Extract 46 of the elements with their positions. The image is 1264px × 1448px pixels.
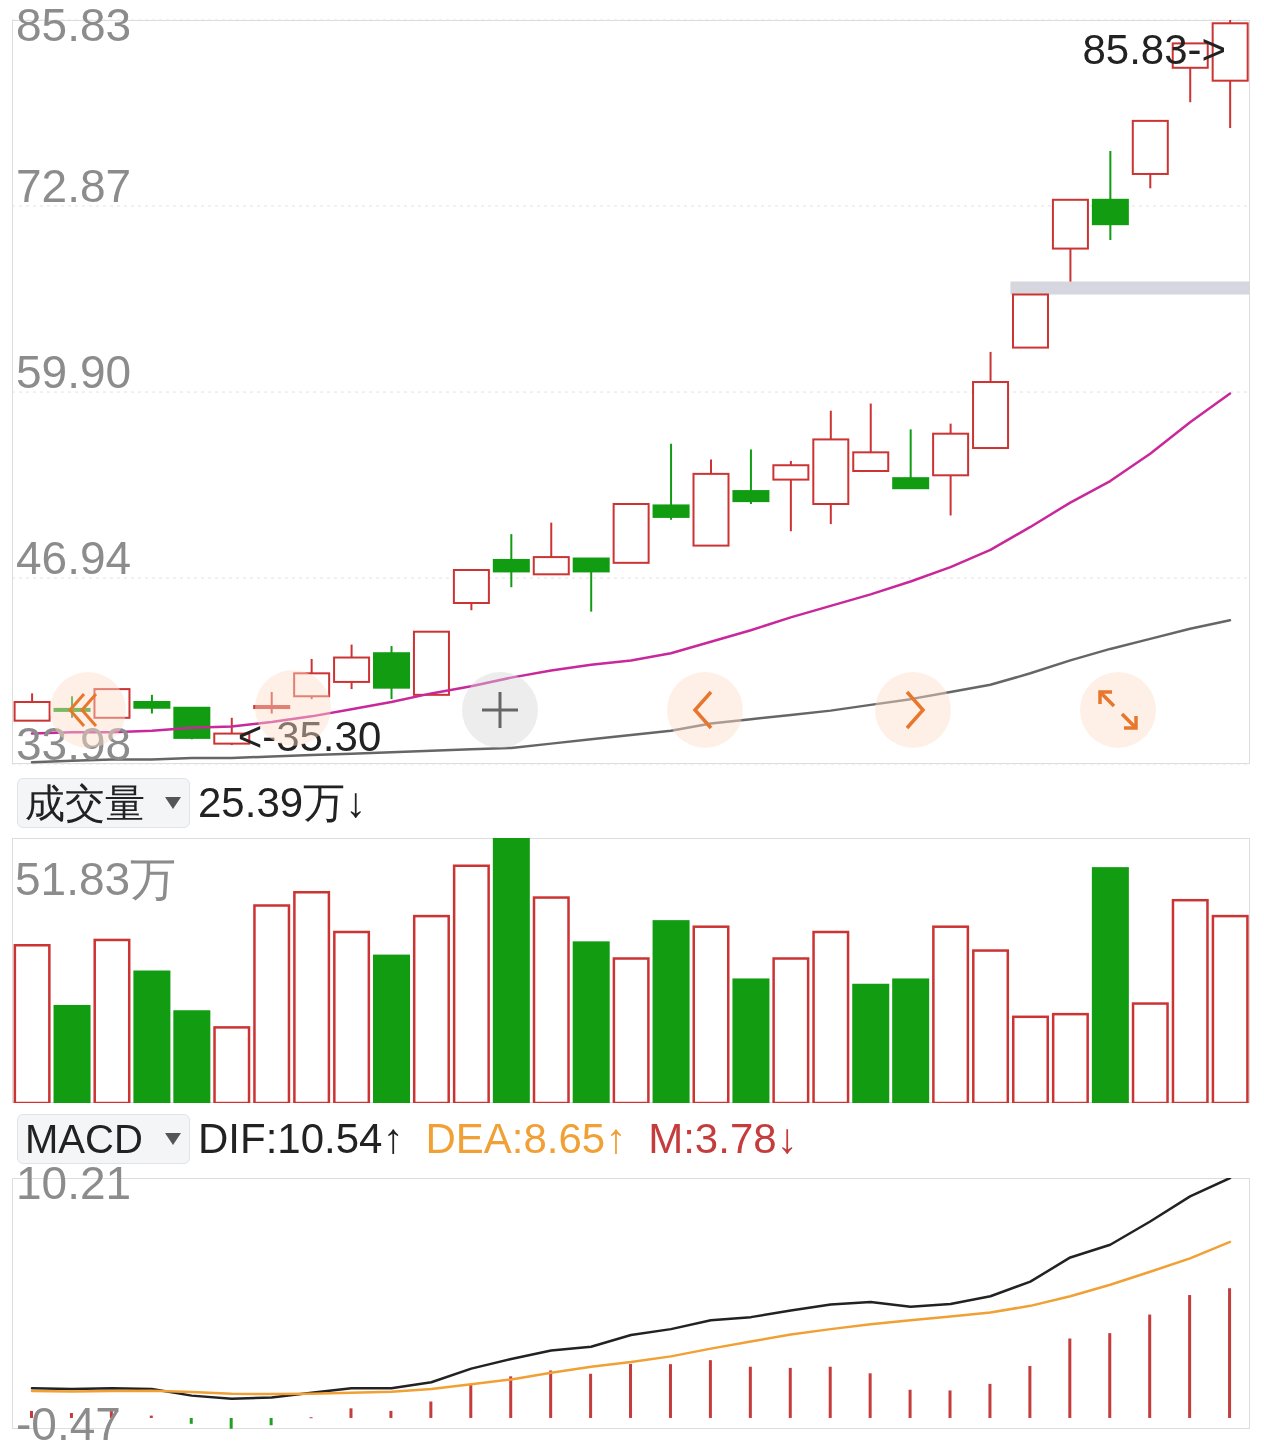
- text: 25.39万↓: [198, 778, 367, 828]
- bar: [812, 930, 850, 1103]
- bar: [93, 938, 131, 1103]
- y-tick-label: 72.87: [16, 159, 132, 212]
- bar: [612, 957, 650, 1103]
- y-tick-label: 59.90: [16, 346, 132, 399]
- bar: [253, 904, 291, 1103]
- bar: [1011, 1015, 1049, 1103]
- bar: [892, 978, 930, 1103]
- bar: [932, 925, 970, 1103]
- bar: [1211, 914, 1249, 1103]
- bar: [412, 914, 450, 1103]
- annotation: <-35.30: [237, 713, 382, 761]
- bar: [492, 838, 530, 1103]
- bar: [13, 944, 51, 1103]
- text: DEA:8.65↑: [425, 1115, 627, 1163]
- bar: [53, 1004, 91, 1103]
- text: DIF:10.54↑: [198, 1115, 404, 1163]
- y-tick-label: 33.98: [16, 718, 132, 770]
- bar: [293, 891, 331, 1103]
- bar: [572, 941, 610, 1103]
- bar: [1171, 898, 1209, 1103]
- bar: [333, 930, 371, 1103]
- y-tick-label: -0.47: [16, 1398, 121, 1448]
- bar: [373, 954, 411, 1103]
- bar: [133, 970, 171, 1103]
- bar: [532, 896, 570, 1103]
- bar: [213, 1026, 251, 1103]
- bar: [772, 957, 810, 1103]
- annotation: 51.83万: [15, 853, 177, 905]
- bar: [1051, 1012, 1089, 1103]
- dropdown: 成交量: [17, 778, 190, 828]
- bar: [173, 1010, 211, 1103]
- bar: [972, 949, 1010, 1103]
- bar: [852, 983, 890, 1103]
- bar: [1091, 867, 1129, 1103]
- dropdown: MACD: [17, 1114, 190, 1164]
- bar: [1131, 1002, 1169, 1103]
- y-tick-label: 46.94: [16, 532, 132, 585]
- chart-title: 成交量: [25, 779, 145, 827]
- text: M:3.78↓: [648, 1115, 798, 1163]
- bar: [652, 920, 690, 1103]
- bar: [692, 925, 730, 1103]
- bar: [452, 864, 490, 1103]
- bar: [732, 978, 770, 1103]
- y-tick-label: 85.83: [16, 0, 132, 51]
